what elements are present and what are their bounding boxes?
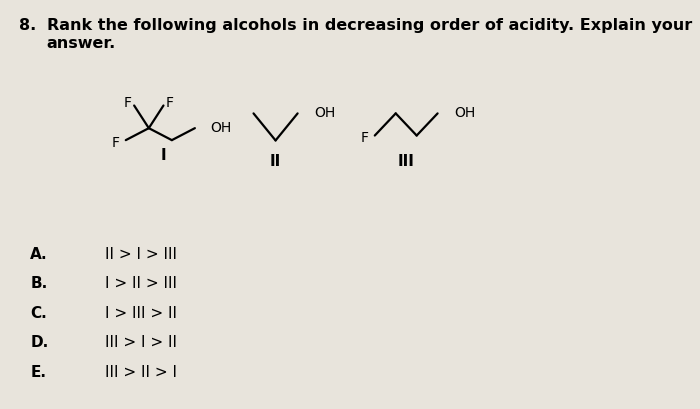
Text: I > III > II: I > III > II	[105, 305, 176, 320]
Text: II > I > III: II > I > III	[105, 246, 176, 261]
Text: II: II	[270, 153, 281, 168]
Text: III: III	[398, 153, 414, 168]
Text: A.: A.	[30, 246, 48, 261]
Text: F: F	[112, 136, 120, 150]
Text: B.: B.	[30, 276, 48, 290]
Text: III > II > I: III > II > I	[105, 364, 176, 379]
Text: F: F	[166, 96, 174, 110]
Text: E.: E.	[30, 364, 46, 379]
Text: OH: OH	[210, 121, 232, 135]
Text: 8.: 8.	[20, 18, 36, 34]
Text: OH: OH	[454, 106, 475, 120]
Text: III > I > II: III > I > II	[105, 335, 176, 349]
Text: F: F	[361, 130, 369, 144]
Text: C.: C.	[30, 305, 47, 320]
Text: F: F	[123, 96, 132, 110]
Text: I: I	[161, 148, 167, 163]
Text: Rank the following alcohols in decreasing order of acidity. Explain your
answer.: Rank the following alcohols in decreasin…	[47, 18, 692, 51]
Text: I > II > III: I > II > III	[105, 276, 176, 290]
Text: OH: OH	[314, 106, 335, 120]
Text: D.: D.	[30, 335, 48, 349]
